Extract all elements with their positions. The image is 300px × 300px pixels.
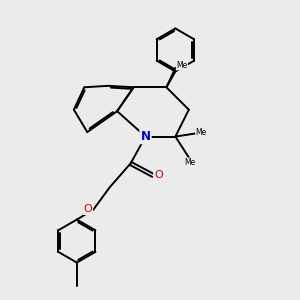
Text: Me: Me: [176, 61, 188, 70]
Text: O: O: [154, 170, 163, 180]
Text: Me: Me: [184, 158, 195, 167]
Text: Me: Me: [196, 128, 207, 137]
Text: O: O: [83, 204, 92, 214]
Text: N: N: [140, 130, 151, 143]
